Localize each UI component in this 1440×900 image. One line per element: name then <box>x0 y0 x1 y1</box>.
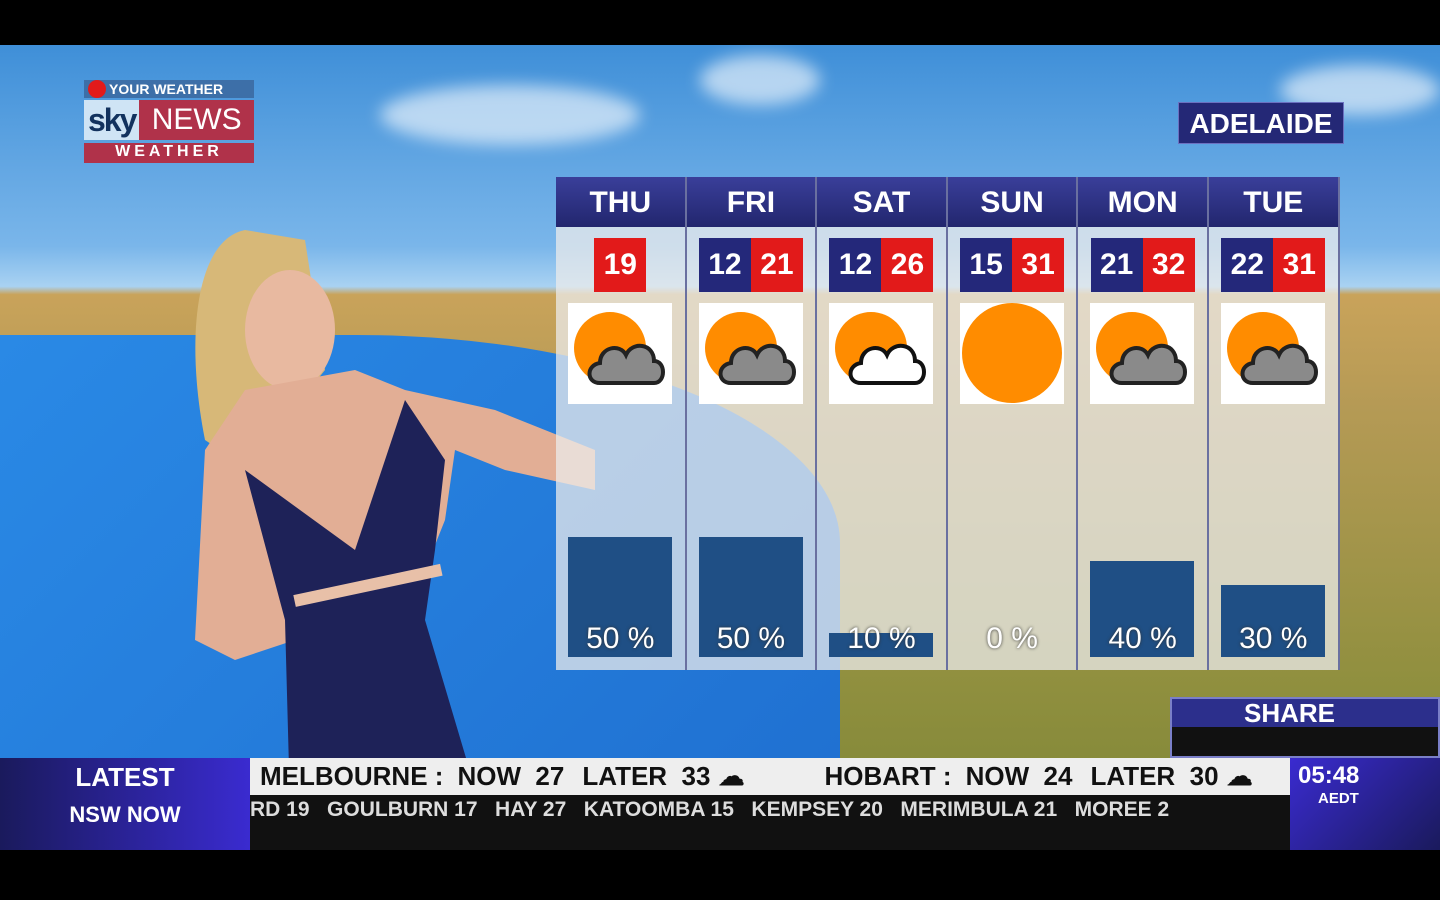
max-temp: 19 <box>594 238 647 292</box>
min-temp: 12 <box>698 238 751 292</box>
max-temp: 31 <box>1273 238 1326 292</box>
max-temp: 31 <box>1012 238 1065 292</box>
logo-weather: WEATHER <box>84 143 254 163</box>
sun-cloud-icon <box>574 312 665 385</box>
sun-cloud-icon <box>704 312 796 385</box>
location-title: ADELAIDE <box>1178 102 1344 144</box>
clock-zone: AEDT <box>1318 790 1359 807</box>
day-label: MON <box>1078 177 1207 227</box>
sky-news-weather-logo: YOUR WEATHER sky NEWS WEATHER <box>84 80 254 166</box>
presenter <box>195 230 595 805</box>
clock: 05:48 AEDT <box>1290 758 1440 850</box>
storm-icon: ☁ <box>718 761 745 791</box>
ticker-city: MELBOURNE : <box>260 761 444 791</box>
forecast-day: SAT 12 26 10 % <box>817 177 948 670</box>
min-temp: 21 <box>1090 238 1143 292</box>
cloud <box>380 85 640 145</box>
rain-chance: 40 % <box>1108 622 1177 655</box>
rain-bar <box>568 537 672 657</box>
cloud <box>700 55 820 105</box>
forecast-day: MON 21 32 40 % <box>1078 177 1209 670</box>
min-temp: 22 <box>1221 238 1274 292</box>
forecast-panel: THU 19 50 % FRI 12 21 50 % SAT 12 26 10 % SUN… <box>556 177 1340 670</box>
rain-chance: 50 % <box>586 622 655 655</box>
sun-icon <box>961 303 1062 403</box>
max-temp: 26 <box>881 238 934 292</box>
latest-label: LATEST <box>75 762 175 792</box>
min-temp: 12 <box>829 238 882 292</box>
ticker-later: LATER 33 <box>582 761 711 791</box>
forecast-day: THU 19 50 % <box>556 177 687 670</box>
logo-tagline: YOUR WEATHER <box>109 81 224 97</box>
ticker-now: NOW 24 <box>965 761 1073 791</box>
rain-bar <box>698 537 803 657</box>
max-temp: 32 <box>1142 238 1195 292</box>
record-dot-icon <box>88 80 106 98</box>
day-label: SUN <box>947 177 1077 227</box>
min-temp: 15 <box>960 238 1013 292</box>
day-label: TUE <box>1208 177 1338 227</box>
storm-icon: ☁ <box>1226 761 1253 791</box>
rain-bar <box>1090 561 1195 657</box>
day-label: SAT <box>817 177 946 227</box>
sun-cloud-icon <box>1226 312 1318 385</box>
forecast-day: TUE 22 31 30 % <box>1208 177 1340 670</box>
sun-white-cloud-icon <box>835 312 927 385</box>
ticker-labels: LATEST NSW NOW <box>0 758 250 850</box>
ticker-now: NOW 27 <box>457 761 565 791</box>
ticker-city: HOBART : <box>824 761 952 791</box>
share-label: SHARE <box>1172 699 1438 727</box>
rain-chance: 50 % <box>716 622 786 655</box>
forecast-day: FRI 12 21 50 % <box>686 177 818 670</box>
day-label: FRI <box>686 177 816 227</box>
nsw-now-label: NSW NOW <box>69 802 181 827</box>
rain-chance: 30 % <box>1239 622 1308 655</box>
day-label: THU <box>556 177 685 227</box>
logo-sky: sky <box>84 100 140 140</box>
rain-bar <box>829 633 934 657</box>
forecast-day: SUN 15 31 0 % <box>947 177 1079 670</box>
share-box: SHARE <box>1170 697 1440 758</box>
max-temp: 21 <box>750 238 803 292</box>
rain-chance: 10 % <box>847 622 916 655</box>
ticker-crawl: RD 19 GOULBURN 17 HAY 27 KATOOMBA 15 KEM… <box>250 795 1290 850</box>
ticker-headline: MELBOURNE : NOW 27 LATER 33 ☁ HOBART : N… <box>250 758 1290 795</box>
logo-news: NEWS <box>139 100 254 140</box>
rain-chance: 0 % <box>986 622 1038 655</box>
clock-time: 05:48 <box>1298 762 1360 789</box>
rain-bar <box>1220 585 1325 657</box>
ticker-later: LATER 30 <box>1090 761 1219 791</box>
sun-cloud-icon <box>1096 312 1188 385</box>
